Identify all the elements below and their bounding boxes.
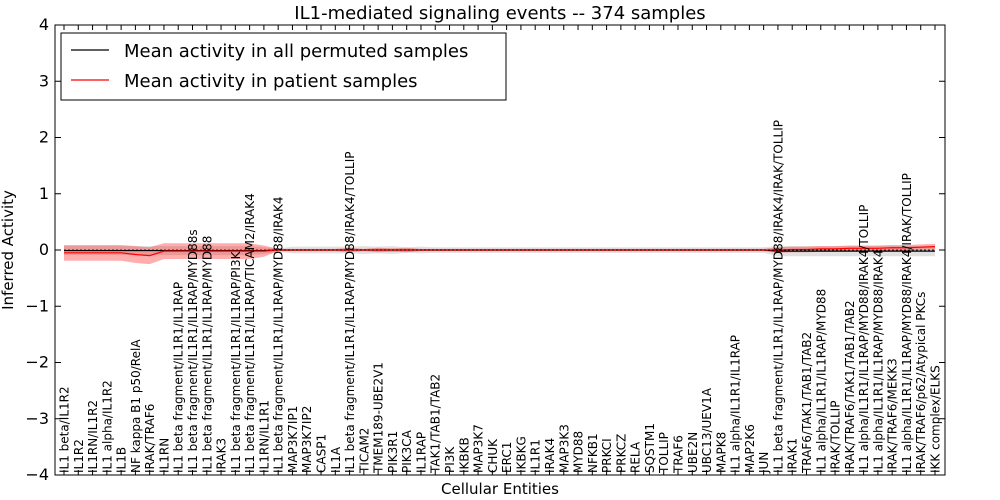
x-tick-label: IL1RN/IL1R1 — [257, 400, 271, 473]
x-tick-label: IL1 beta/IL1R2 — [58, 386, 72, 473]
x-tick-label: IL1A — [329, 446, 343, 473]
y-tick-label: −1 — [25, 296, 49, 315]
x-tick-label: IL1 beta fragment/IL1R1/IL1RAP/MYD88 — [200, 236, 214, 473]
x-tick-label: IL1 beta fragment/IL1R1/IL1RAP/PI3K — [229, 250, 243, 473]
y-tick-label: 4 — [39, 15, 49, 34]
x-tick-label: IL1 alpha/IL1R1/IL1RAP/MYD88/IRAK4/IRAK/… — [900, 173, 914, 473]
x-tick-label: IL1 alpha/IL1R2 — [100, 380, 114, 473]
x-tick-label: TMEM189-UBE2V1 — [372, 362, 386, 474]
series-lines — [64, 246, 936, 257]
y-tick-label: −4 — [25, 465, 49, 484]
x-tick-label: IRAK/TRAF6/MEKK3 — [886, 358, 900, 473]
x-tick-label: IL1 alpha/IL1R1/IL1RAP/MYD88/IRAK4/TOLLI… — [857, 205, 871, 473]
x-tick-label: IL1RN/IL1R2 — [86, 400, 100, 473]
x-tick-label: IL1B — [115, 447, 129, 473]
x-tick-label: PIK3CA — [400, 429, 414, 473]
x-tick-label: RELA — [629, 441, 643, 473]
x-tick-label: IKBKB — [457, 437, 471, 473]
legend-label-patient: Mean activity in patient samples — [124, 71, 418, 92]
x-tick-label: MAP2K6 — [743, 424, 757, 473]
x-tick-label: IRAK3 — [215, 438, 229, 473]
legend-box — [60, 32, 507, 101]
x-tick-label: IL1RN — [157, 438, 171, 473]
x-tick-label: IKBKG — [514, 436, 528, 473]
x-axis: IL1 beta/IL1R2 IL1R2 IL1RN/IL1R2 IL1 alpha/… — [58, 25, 943, 475]
x-tick-label: CHUK — [486, 438, 500, 473]
permuted-band — [64, 246, 935, 257]
y-tick-label: 2 — [39, 128, 49, 147]
x-tick-label: PRKCZ — [614, 434, 628, 473]
x-tick-label: UBE2N — [686, 432, 700, 473]
legend: Mean activity in all permuted samples Me… — [60, 32, 507, 101]
x-tick-label: PIK3R1 — [386, 431, 400, 473]
x-tick-label: TRAF6/TAK1/TAB1/TAB2 — [800, 332, 814, 474]
y-tick-label: 0 — [39, 240, 49, 259]
x-tick-label: IRAK/TOLLIP — [829, 401, 843, 473]
x-tick-label: IRAK/TRAF6/TAK1/TAB1/TAB2 — [843, 300, 857, 473]
x-tick-label: IL1RAP — [414, 432, 428, 473]
x-tick-label: JUN — [757, 452, 771, 474]
x-tick-label: MAP3K7IP1 — [286, 406, 300, 473]
x-tick-label: NF kappa B1 p50/RelA — [129, 339, 143, 473]
x-tick-label: IKK complex/ELKS — [929, 365, 943, 473]
x-tick-label: IL1 beta fragment/IL1R1/IL1RAP/MYD88s — [186, 229, 200, 473]
x-tick-label: PRKCI — [600, 438, 614, 473]
x-tick-label: IRAK/TRAF6/p62/Atypical PKCs — [914, 292, 928, 473]
x-tick-label: MAPK8 — [714, 432, 728, 473]
chart-title: IL1-mediated signaling events -- 374 sam… — [294, 3, 705, 24]
x-tick-label: MAP3K7IP2 — [300, 406, 314, 473]
patient-mean-line — [64, 246, 936, 257]
x-tick-label: TICAM2 — [357, 428, 371, 474]
confidence-bands — [64, 243, 935, 265]
x-tick-label: IRAK1 — [786, 438, 800, 473]
x-tick-label: IL1 beta fragment/IL1R1/IL1RAP/MYD88/IRA… — [343, 152, 357, 473]
x-tick-label: TRAF6 — [671, 435, 685, 474]
x-tick-label: IL1 beta fragment/IL1R1/IL1RAP/TICAM2/IR… — [243, 193, 257, 473]
x-tick-label: MYD88 — [572, 431, 586, 473]
x-tick-label: TOLLIP — [657, 432, 671, 474]
y-tick-label: 3 — [39, 71, 49, 90]
y-tick-label: 1 — [39, 184, 49, 203]
x-tick-label: IL1 beta fragment/IL1R1/IL1RAP — [172, 282, 186, 473]
x-tick-label: IL1R2 — [72, 439, 86, 473]
y-tick-label: −3 — [25, 409, 49, 428]
x-tick-label: UBC13/UEV1A — [700, 387, 714, 473]
x-tick-label: IL1 beta fragment/IL1R1/IL1RAP/MYD88/IRA… — [771, 120, 785, 473]
x-tick-label: IL1R1 — [529, 439, 543, 473]
patient-band — [64, 243, 935, 265]
x-tick-label: CASP1 — [315, 434, 329, 473]
x-tick-label: IL1 beta fragment/IL1R1/IL1RAP/MYD88/IRA… — [272, 196, 286, 473]
x-tick-label: TAK1/TAB1/TAB2 — [429, 374, 443, 474]
y-axis-label: Inferred Activity — [0, 190, 17, 310]
x-tick-label: NFKB1 — [586, 433, 600, 473]
x-tick-label: IL1 alpha/IL1R1/IL1RAP/MYD88/IRAK4 — [871, 250, 885, 473]
x-tick-label: IRAK4 — [543, 438, 557, 473]
x-tick-label: IL1 alpha/IL1R1/IL1RAP — [729, 335, 743, 473]
y-axis: −4 −3 −2 −1 0 1 2 3 4 — [25, 15, 945, 484]
x-tick-label: ERC1 — [500, 442, 514, 473]
x-tick-label: SQSTM1 — [643, 423, 657, 473]
x-tick-label: PI3K — [443, 446, 457, 473]
x-tick-label: MAP3K3 — [557, 424, 571, 473]
y-tick-label: −2 — [25, 353, 49, 372]
x-tick-label: MAP3K7 — [472, 424, 486, 473]
x-tick-label: IL1 alpha/IL1R1/IL1RAP/MYD88 — [814, 289, 828, 473]
x-tick-label: IRAK/TRAF6 — [143, 404, 157, 473]
legend-label-permuted: Mean activity in all permuted samples — [124, 41, 468, 62]
x-axis-label: Cellular Entities — [441, 480, 559, 498]
